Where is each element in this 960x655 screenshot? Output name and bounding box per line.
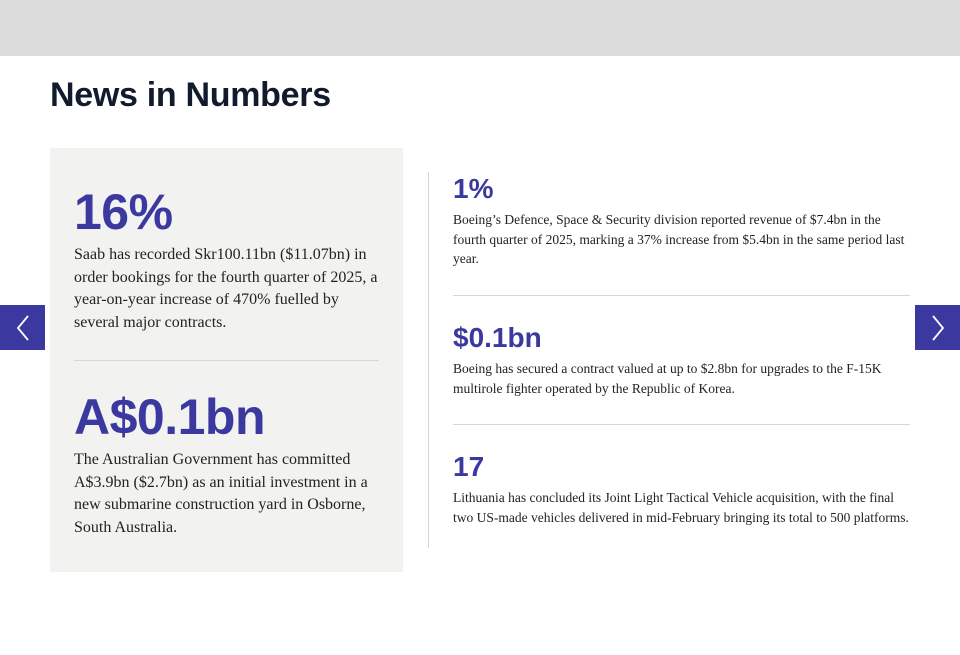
featured-stats-panel: 16% Saab has recorded Skr100.11bn ($11.0… — [50, 148, 403, 572]
featured-stat-2: A$0.1bn The Australian Government has co… — [74, 389, 379, 539]
stat-description: Lithuania has concluded its Joint Light … — [453, 490, 909, 525]
stat-description: Saab has recorded Skr100.11bn ($11.07bn)… — [74, 246, 378, 331]
stat-value: 17 — [453, 451, 485, 482]
chevron-right-icon — [931, 314, 944, 341]
stat-item-3: 17 Lithuania has concluded its Joint Lig… — [453, 450, 910, 527]
stat-description: The Australian Government has committed … — [74, 451, 368, 536]
section-title: News in Numbers — [50, 76, 331, 114]
stat-value: A$0.1bn — [74, 389, 266, 445]
divider — [453, 424, 910, 425]
divider — [74, 360, 379, 361]
chevron-left-icon — [16, 314, 29, 341]
next-button[interactable] — [915, 305, 960, 350]
stat-description: Boeing has secured a contract valued at … — [453, 361, 882, 396]
stat-value: 1% — [453, 173, 494, 204]
stat-value: 16% — [74, 184, 173, 240]
top-banner-placeholder — [0, 0, 960, 56]
stat-item-1: 1% Boeing’s Defence, Space & Security di… — [453, 172, 910, 269]
featured-stat-1: 16% Saab has recorded Skr100.11bn ($11.0… — [74, 184, 379, 334]
divider — [453, 295, 910, 296]
stat-value: $0.1bn — [453, 322, 542, 353]
stat-item-2: $0.1bn Boeing has secured a contract val… — [453, 321, 910, 398]
column-divider — [428, 172, 429, 548]
stat-description: Boeing’s Defence, Space & Security divis… — [453, 212, 905, 266]
previous-button[interactable] — [0, 305, 45, 350]
